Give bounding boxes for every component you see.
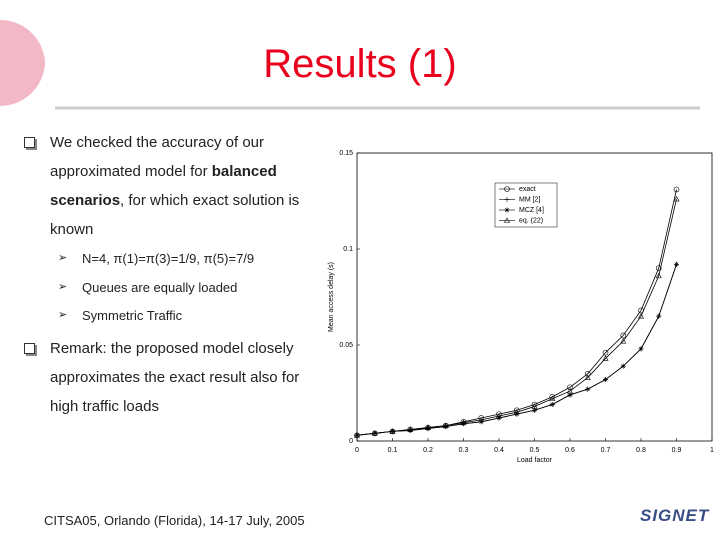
- data-point: [549, 395, 556, 402]
- x-tick-label: 0: [355, 447, 359, 454]
- data-point: [567, 384, 573, 391]
- legend-label: MM [2]: [519, 196, 540, 203]
- legend-label: eq. (22): [519, 217, 543, 224]
- text-run: balanced scenarios: [50, 163, 277, 209]
- series-line: [356, 198, 677, 436]
- data-point: [478, 416, 485, 423]
- data-point: [353, 432, 361, 438]
- data-point: [549, 394, 556, 400]
- legend-marker: [504, 207, 510, 213]
- y-tick-label: 0.1: [343, 246, 353, 253]
- data-point: [620, 332, 627, 339]
- data-point: [424, 424, 432, 430]
- data-point: [532, 407, 537, 413]
- sub-bullet: Symmetric Traffic: [58, 308, 182, 323]
- y-tick-label: 0: [349, 438, 353, 445]
- sub-bullet: Queues are equally loaded: [58, 280, 237, 295]
- legend-label: exact: [519, 186, 536, 193]
- sub-bullet: N=4, π(1)=π(3)=1/9, π(5)=7/9: [58, 251, 254, 266]
- data-point: [407, 427, 413, 433]
- data-point: [637, 313, 645, 319]
- data-point: [584, 370, 591, 377]
- legend-box: [494, 182, 558, 228]
- data-point: [620, 338, 627, 344]
- data-point: [602, 349, 609, 356]
- legend-marker: [503, 217, 511, 223]
- data-point: [495, 412, 503, 419]
- data-point: [638, 346, 644, 352]
- data-point: [549, 402, 555, 408]
- x-tick-label: 0.8: [636, 447, 646, 454]
- data-point: [603, 377, 608, 383]
- pink-shape: [0, 19, 45, 107]
- y-axis-label: Mean access delay (s): [328, 262, 335, 332]
- data-point: [460, 419, 467, 426]
- data-point: [531, 401, 538, 408]
- bullet: Remark: the proposed model closely appro…: [24, 334, 325, 421]
- data-point: [655, 272, 662, 279]
- y-tick-label: 0.15: [339, 150, 353, 157]
- data-point: [566, 387, 574, 394]
- data-point: [673, 186, 680, 193]
- x-tick-label: 0.5: [530, 447, 540, 454]
- text-run: Remark: the proposed model closely appro…: [50, 340, 300, 415]
- data-point: [425, 426, 431, 432]
- data-point: [442, 422, 449, 428]
- x-tick-label: 0.3: [459, 447, 469, 454]
- bullet: We checked the accuracy of our approxima…: [24, 128, 322, 244]
- data-point: [655, 265, 662, 272]
- data-point: [443, 424, 449, 430]
- data-point: [389, 428, 396, 434]
- data-point: [407, 426, 414, 432]
- data-point: [567, 392, 573, 398]
- data-point: [584, 374, 591, 380]
- x-tick-label: 0.2: [423, 447, 433, 454]
- x-tick-label: 0.9: [672, 447, 682, 454]
- x-tick-label: 0.1: [388, 447, 398, 454]
- text-run: We checked the accuracy of our approxima…: [50, 134, 264, 180]
- x-tick-label: 1: [710, 447, 714, 454]
- data-point: [531, 403, 538, 409]
- x-tick-label: 0.7: [601, 447, 611, 454]
- data-point: [513, 409, 520, 415]
- legend-marker: [504, 186, 510, 192]
- data-point: [620, 363, 626, 369]
- legend-label: MCZ [4]: [519, 207, 544, 214]
- data-point: [602, 355, 609, 361]
- x-tick-label: 0.4: [494, 447, 504, 454]
- x-axis-label: Load factor: [517, 457, 553, 464]
- data-point: [371, 430, 378, 436]
- data-point: [673, 195, 680, 202]
- data-point: [656, 313, 662, 319]
- data-point: [585, 386, 591, 392]
- y-tick-label: 0.05: [339, 342, 353, 349]
- data-point: [674, 261, 679, 267]
- x-tick-label: 0.6: [565, 447, 575, 454]
- data-point: [461, 421, 466, 427]
- slide-title: Results (1): [263, 42, 457, 86]
- text-run: , for which exact solution is known: [50, 192, 300, 238]
- footer: CITSA05, Orlando (Florida), 14-17 July, …: [44, 513, 305, 528]
- logo: SIGNET: [640, 506, 710, 525]
- legend-marker: [504, 197, 510, 202]
